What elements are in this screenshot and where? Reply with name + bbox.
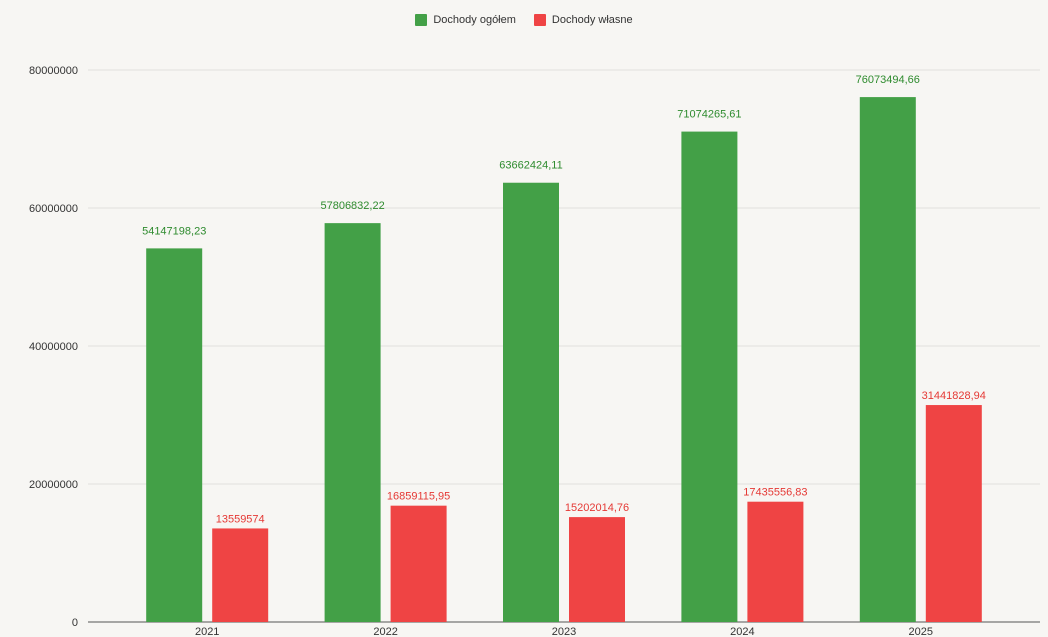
- bar-dochody-ogolem-2024: [681, 131, 738, 622]
- y-tick-label: 20000000: [29, 479, 78, 491]
- data-label: 76073494,66: [856, 74, 920, 86]
- legend-label-series-2: Dochody własne: [551, 14, 633, 26]
- legend-label-series-1: Dochody ogółem: [433, 14, 516, 26]
- data-label: 63662424,11: [499, 160, 562, 172]
- data-label: 13559574: [216, 513, 265, 525]
- bar-dochody-ogolem-2023: [503, 182, 559, 622]
- bar-dochody-ogolem-2025: [859, 97, 916, 622]
- legend-swatch-series-1: [415, 14, 428, 26]
- x-tick-label: 2021: [195, 626, 219, 637]
- data-label: 16859115,95: [387, 491, 450, 503]
- legend-swatch-series-2: [533, 14, 546, 26]
- x-tick-label: 2023: [552, 626, 576, 637]
- bar-dochody-wlasne-2023: [569, 517, 625, 622]
- y-tick-label: 0: [72, 617, 78, 629]
- y-tick-label: 60000000: [29, 203, 78, 215]
- chart-legend: Dochody ogółem Dochody własne: [0, 14, 1048, 26]
- data-label: 54147198,23: [142, 225, 206, 237]
- legend-item-series-2: Dochody własne: [533, 14, 633, 26]
- bar-dochody-wlasne-2024: [747, 501, 804, 622]
- data-label: 57806832,22: [320, 200, 384, 212]
- bar-dochody-wlasne-2021: [212, 528, 269, 622]
- data-label: 31441828,94: [922, 390, 986, 402]
- data-label: 17435556,83: [743, 487, 807, 499]
- bar-dochody-ogolem-2022: [324, 223, 381, 622]
- bar-dochody-wlasne-2025: [925, 405, 982, 622]
- data-label: 71074265,61: [677, 109, 741, 121]
- bar-dochody-wlasne-2022: [390, 505, 447, 622]
- x-tick-label: 2022: [373, 626, 397, 637]
- data-label: 15202014,76: [565, 502, 629, 514]
- y-tick-label: 80000000: [29, 65, 78, 77]
- legend-item-series-1: Dochody ogółem: [415, 14, 516, 26]
- bar-dochody-ogolem-2021: [146, 248, 203, 622]
- x-tick-label: 2025: [909, 626, 933, 637]
- y-tick-label: 40000000: [29, 341, 78, 353]
- x-tick-label: 2024: [730, 626, 754, 637]
